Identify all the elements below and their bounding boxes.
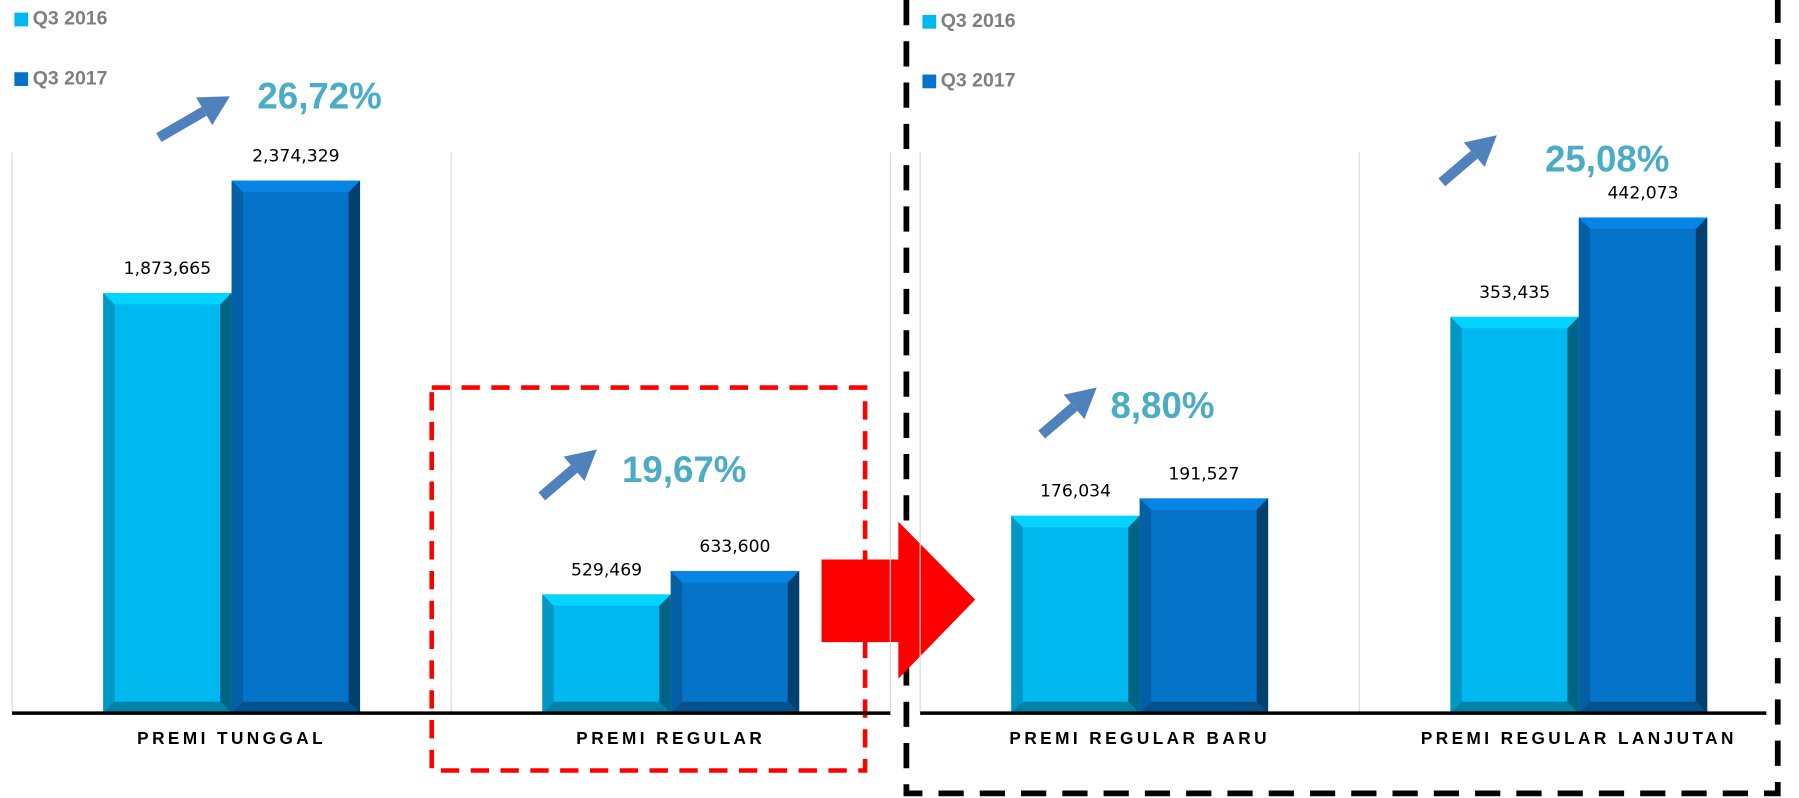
bar <box>231 180 361 714</box>
legend-swatch <box>922 74 937 89</box>
bar-bevel <box>1139 701 1269 714</box>
growth-annotation: 26,72% <box>257 75 381 116</box>
bar <box>542 594 671 714</box>
bar-bevel <box>103 292 232 305</box>
bar-bevel <box>1450 701 1579 714</box>
bar-bevel <box>1450 316 1579 329</box>
decorations <box>429 0 1781 797</box>
bar-bevel <box>1578 217 1708 229</box>
legend-swatch <box>922 14 937 29</box>
bar-bevel <box>1450 316 1462 714</box>
bar <box>1578 217 1708 714</box>
flow-arrow <box>821 521 976 679</box>
bar-bevel <box>542 594 671 606</box>
detail-box <box>903 0 1781 797</box>
legend-label: Q3 2016 <box>941 10 1016 32</box>
bar-bevel <box>1578 217 1591 714</box>
data-label: 633,600 <box>699 537 770 557</box>
legend-swatch <box>14 12 29 27</box>
growth-annotation: 19,67% <box>622 449 746 490</box>
legend-label: Q3 2017 <box>33 67 108 89</box>
growth-annotation: 8,80% <box>1110 385 1214 426</box>
bar-bevel <box>1128 515 1140 714</box>
data-label: 353,435 <box>1479 283 1550 303</box>
bar-bevel <box>1139 498 1152 714</box>
bar-bevel <box>231 180 244 714</box>
bar-bevel <box>1695 217 1708 714</box>
data-label: 176,034 <box>1040 482 1111 502</box>
bar-bevel <box>542 701 671 714</box>
bar-bevel <box>542 594 554 714</box>
growth-annotation: 25,08% <box>1545 138 1669 179</box>
data-label: 191,527 <box>1168 464 1239 484</box>
bar-bevel <box>1011 701 1140 714</box>
trend-arrow-head <box>1063 387 1097 420</box>
trend-arrow-head <box>563 449 597 482</box>
highlight-box <box>429 385 868 773</box>
bar-bevel <box>670 701 800 714</box>
bar-bevel <box>1256 498 1269 714</box>
bar-bevel <box>220 292 232 714</box>
x-tick-label: PREMI REGULAR LANJUTAN <box>1421 728 1737 748</box>
bar <box>1450 316 1579 714</box>
bar-bevel <box>1011 515 1023 714</box>
bar-bevel <box>231 180 361 193</box>
x-tick-label: PREMI REGULAR BARU <box>1009 728 1270 748</box>
trend-arrow <box>538 464 578 501</box>
bar-bevel <box>348 180 361 714</box>
bar <box>103 292 232 714</box>
bar-bevel <box>1139 498 1269 510</box>
bar-bevel <box>1011 515 1140 528</box>
bar <box>1139 498 1269 714</box>
data-label: 442,073 <box>1607 183 1678 203</box>
bar-bevel <box>1578 701 1708 714</box>
legend-label: Q3 2017 <box>941 70 1016 92</box>
bar-bevel <box>231 701 361 714</box>
bar-bevel <box>103 701 232 714</box>
bar-bevel <box>670 571 800 583</box>
data-label: 529,469 <box>571 560 642 580</box>
trend-arrow-head <box>1463 135 1497 167</box>
bar-bevel <box>659 594 671 714</box>
bar-bevel <box>103 292 115 714</box>
bar-bevel <box>787 571 800 714</box>
trend-arrow <box>1438 150 1478 187</box>
x-tick-label: PREMI REGULAR <box>576 728 765 748</box>
x-tick-label: PREMI TUNGGAL <box>137 728 326 748</box>
bar-bevel <box>1567 316 1579 714</box>
trend-arrow-head <box>196 96 230 126</box>
bar <box>670 571 800 714</box>
legend-swatch <box>14 72 29 86</box>
data-label: 1,873,665 <box>124 259 211 279</box>
trend-arrow <box>1038 402 1078 439</box>
legend-label: Q3 2016 <box>33 8 108 30</box>
bar-bevel <box>670 571 683 714</box>
data-label: 2,374,329 <box>252 147 339 167</box>
bar <box>1011 515 1140 714</box>
trend-arrow <box>156 106 207 143</box>
